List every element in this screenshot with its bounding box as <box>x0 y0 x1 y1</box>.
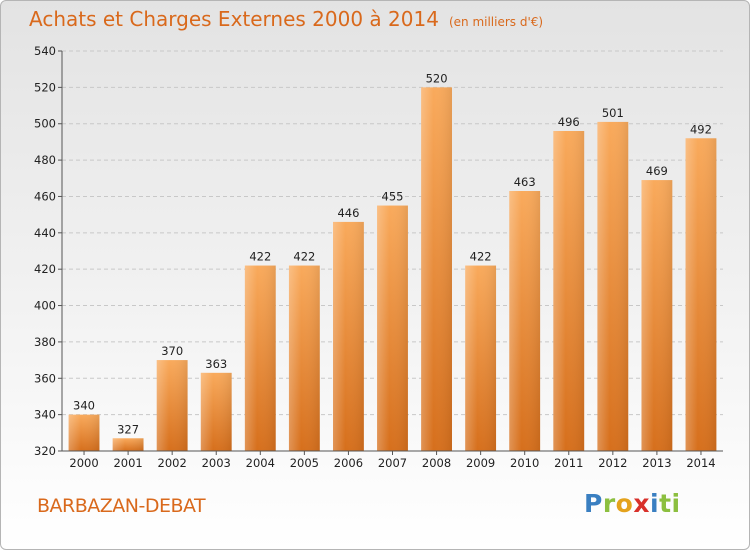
value-label: 422 <box>249 250 271 264</box>
value-label: 520 <box>426 71 448 85</box>
x-tick-label: 2000 <box>69 456 98 470</box>
chart-subtitle: (en milliers d'€) <box>448 15 544 29</box>
y-tick-label: 340 <box>34 408 56 422</box>
bar-shading <box>200 372 232 451</box>
bar-shading <box>68 414 100 451</box>
x-tick-label: 2009 <box>466 456 495 470</box>
value-label: 327 <box>117 422 139 436</box>
value-label: 501 <box>602 106 624 120</box>
place-name: BARBAZAN-DEBAT <box>37 495 206 517</box>
y-tick-label: 500 <box>34 117 56 131</box>
bar-shading <box>333 221 364 451</box>
x-tick-label: 2003 <box>202 456 231 470</box>
value-label: 370 <box>161 344 183 358</box>
x-tick-label: 2008 <box>422 456 451 470</box>
bar-shading <box>112 438 144 451</box>
y-tick-label: 540 <box>34 44 56 58</box>
bar-shading <box>509 191 541 451</box>
y-tick-label: 360 <box>34 371 56 385</box>
value-label: 422 <box>470 250 492 264</box>
x-tick-label: 2007 <box>378 456 407 470</box>
y-tick-label: 380 <box>34 335 56 349</box>
x-tick-label: 2002 <box>158 456 187 470</box>
value-label: 496 <box>558 115 580 129</box>
x-tick-label: 2004 <box>246 456 275 470</box>
bar-shading <box>156 360 188 451</box>
x-tick-label: 2013 <box>642 456 671 470</box>
x-tick-label: 2005 <box>290 456 319 470</box>
x-tick-label: 2012 <box>598 456 627 470</box>
value-label: 492 <box>690 122 712 136</box>
y-tick-label: 460 <box>34 189 56 203</box>
y-tick-label: 320 <box>34 444 56 458</box>
x-tick-label: 2011 <box>554 456 583 470</box>
x-tick-label: 2001 <box>113 456 142 470</box>
y-tick-label: 400 <box>34 299 56 313</box>
value-label: 469 <box>646 164 668 178</box>
bar-shading <box>288 265 320 451</box>
bar-shading <box>377 205 408 451</box>
bar-shading <box>553 131 585 451</box>
value-label: 455 <box>382 190 404 204</box>
x-tick-label: 2006 <box>334 456 363 470</box>
x-tick-label: 2014 <box>686 456 715 470</box>
y-tick-label: 440 <box>34 226 56 240</box>
chart-title-text: Achats et Charges Externes 2000 à 2014 <box>29 7 439 31</box>
bar-shading <box>597 121 629 451</box>
bar-shading <box>244 265 276 451</box>
bar-shading <box>465 265 497 451</box>
x-tick-label: 2010 <box>510 456 539 470</box>
bar-layer: 340 327 370 363 422 422 446 455 520 422 463 496 501 4… <box>68 71 717 452</box>
bar-shading <box>641 180 673 451</box>
chart-title: Achats et Charges Externes 2000 à 2014 (e… <box>29 7 543 31</box>
value-label: 463 <box>514 175 536 189</box>
y-tick-label: 480 <box>34 153 56 167</box>
value-label: 340 <box>73 399 95 413</box>
bar-shading <box>685 138 717 452</box>
y-tick-label: 520 <box>34 80 56 94</box>
bar-shading <box>421 87 452 451</box>
value-label: 422 <box>293 250 315 264</box>
proxiti-logo[interactable]: Proxiti <box>584 489 681 518</box>
value-label: 446 <box>337 206 359 220</box>
y-tick-label: 420 <box>34 262 56 276</box>
axis-layer: 320 340 360 380 400 420 440 460 480 500 520 540 2000… <box>34 44 723 470</box>
value-label: 363 <box>205 357 227 371</box>
